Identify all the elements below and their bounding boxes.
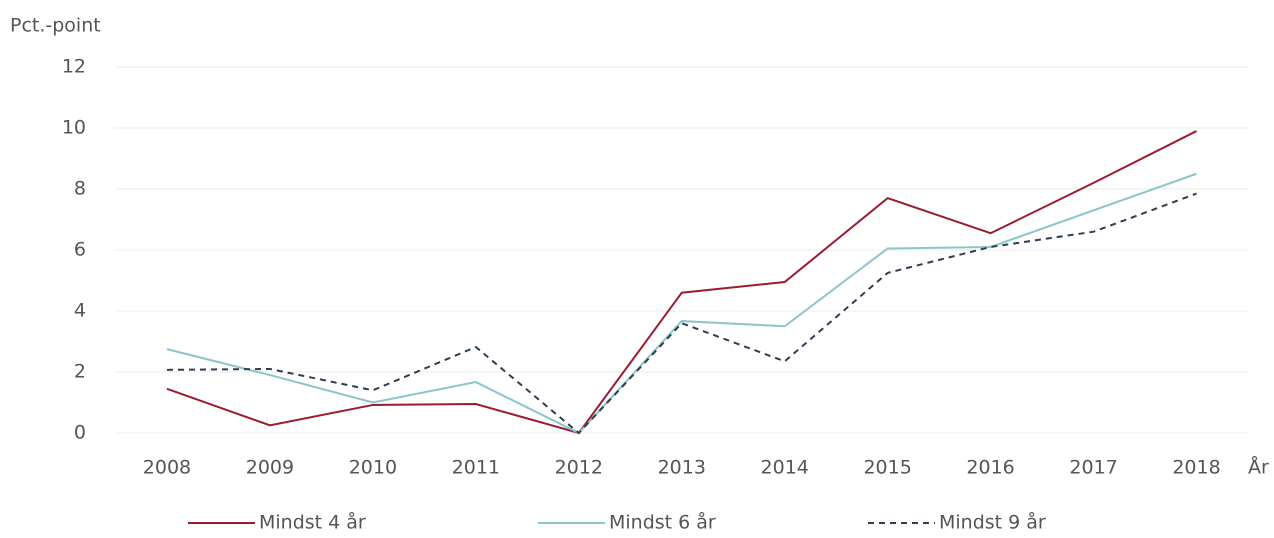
legend-label: Mindst 4 år xyxy=(259,511,366,534)
x-axis-label: År xyxy=(1248,456,1269,479)
x-tick-label: 2018 xyxy=(1172,457,1220,479)
x-tick-label: 2011 xyxy=(452,457,500,479)
y-tick-label: 6 xyxy=(74,239,86,261)
y-tick-label: 2 xyxy=(74,361,86,383)
x-tick-label: 2009 xyxy=(246,457,294,479)
series-line xyxy=(166,172,1197,435)
y-axis-label: Pct.-point xyxy=(10,15,101,37)
x-tick-label: 2017 xyxy=(1069,457,1117,479)
series-line xyxy=(166,130,1197,435)
x-tick-label: 2015 xyxy=(863,457,911,479)
x-tick-label: 2010 xyxy=(349,457,397,479)
x-tick-label: 2012 xyxy=(555,457,603,479)
legend-label: Mindst 9 år xyxy=(939,511,1046,534)
y-tick-label: 12 xyxy=(62,56,86,78)
x-tick-label: 2008 xyxy=(143,457,191,479)
y-tick-label: 0 xyxy=(74,422,86,444)
series-line xyxy=(166,192,1197,435)
x-tick-label: 2013 xyxy=(658,457,706,479)
legend-label: Mindst 6 år xyxy=(609,511,716,534)
y-tick-label: 8 xyxy=(74,178,86,200)
y-tick-label: 4 xyxy=(74,300,86,322)
x-tick-label: 2016 xyxy=(966,457,1014,479)
x-tick-label: 2014 xyxy=(761,457,809,479)
y-tick-label: 10 xyxy=(62,117,86,139)
